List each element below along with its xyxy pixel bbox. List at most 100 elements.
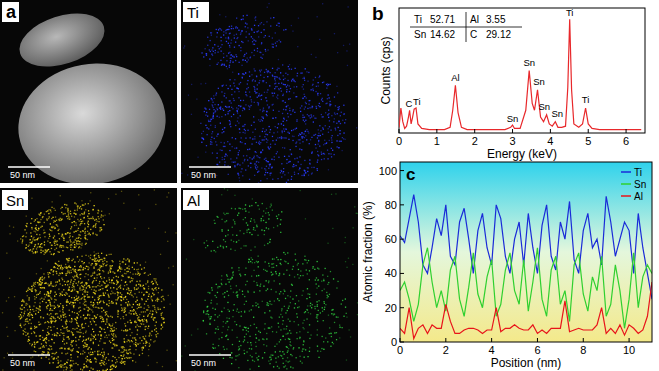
map-dot: [27, 290, 28, 291]
map-dot: [286, 137, 287, 138]
map-dot: [230, 55, 231, 56]
map-dot: [242, 77, 243, 78]
map-dot: [325, 112, 326, 113]
map-dot: [255, 166, 256, 167]
map-dot: [272, 93, 273, 94]
map-dot: [40, 335, 41, 336]
map-dot: [85, 235, 86, 236]
map-dot: [84, 299, 85, 300]
map-dot: [101, 360, 102, 361]
map-dot: [60, 218, 61, 219]
map-dot: [132, 310, 133, 311]
map-dot: [260, 23, 261, 24]
map-dot: [327, 158, 328, 159]
map-dot: [38, 322, 39, 323]
map-dot: [30, 309, 31, 310]
map-dot: [143, 348, 144, 349]
map-dot: [301, 133, 302, 134]
map-dot: [148, 288, 149, 289]
map-dot: [337, 92, 338, 93]
map-dot: [266, 111, 267, 112]
map-dot: [229, 65, 230, 66]
map-dot: [30, 249, 31, 250]
map-dot: [138, 269, 139, 270]
map-dot: [143, 343, 144, 344]
map-dot: [17, 240, 18, 241]
map-dot: [319, 106, 320, 107]
map-dot: [286, 106, 287, 107]
map-dot: [277, 69, 278, 70]
map-dot: [267, 72, 268, 73]
map-dot: [292, 110, 293, 111]
map-dot: [58, 356, 59, 357]
map-dot: [269, 126, 270, 127]
map-dot: [257, 51, 258, 52]
map-dot: [328, 153, 329, 154]
map-dot: [55, 320, 56, 321]
scale-bar: [8, 166, 50, 168]
map-dot: [64, 328, 65, 329]
map-dot: [243, 74, 244, 75]
map-dot: [339, 130, 340, 131]
map-dot: [302, 138, 303, 139]
map-dot: [120, 292, 121, 293]
map-dot: [242, 60, 243, 61]
map-dot: [60, 294, 61, 295]
map-dot: [251, 125, 252, 126]
map-dot: [307, 167, 308, 168]
map-dot: [215, 110, 216, 111]
map-dot: [92, 216, 93, 217]
map-dot: [276, 153, 277, 154]
map-dot: [309, 143, 310, 144]
map-dot: [104, 263, 105, 264]
map-dot: [218, 133, 219, 134]
map-dot: [154, 294, 155, 295]
map-dot: [318, 133, 319, 134]
map-dot: [62, 311, 63, 312]
map-dot: [127, 304, 128, 305]
map-dot: [50, 291, 51, 292]
map-dot: [73, 305, 74, 306]
map-dot: [229, 67, 230, 68]
map-dot: [83, 367, 84, 368]
map-dot: [99, 370, 100, 371]
map-dot: [83, 315, 84, 316]
map-dot: [233, 100, 234, 101]
map-dot: [87, 216, 88, 217]
map-dot: [226, 66, 227, 67]
map-dot: [115, 336, 116, 337]
map-dot: [318, 129, 319, 130]
map-dot: [217, 116, 218, 117]
map-dot: [95, 358, 96, 359]
map-dot: [85, 235, 86, 236]
map-dot: [241, 142, 242, 143]
map-dot: [322, 3, 323, 4]
map-dot: [290, 98, 291, 99]
map-dot: [102, 319, 103, 320]
map-dot: [130, 335, 131, 336]
map-dot: [130, 281, 131, 282]
map-dot: [33, 248, 34, 249]
map-dot: [242, 73, 243, 74]
map-dot: [109, 325, 110, 326]
map-dot: [57, 317, 58, 318]
map-dot: [141, 292, 142, 293]
map-dot: [210, 121, 211, 122]
map-dot: [342, 137, 343, 138]
map-dot: [268, 70, 269, 71]
map-dot: [234, 85, 235, 86]
map-dot: [313, 121, 314, 122]
map-dot: [56, 240, 57, 241]
map-dot: [88, 338, 89, 339]
map-dot: [289, 161, 290, 162]
map-dot: [262, 131, 263, 132]
map-dot: [93, 343, 94, 344]
map-dot: [257, 88, 258, 89]
map-dot: [112, 335, 113, 336]
map-dot: [258, 182, 259, 183]
map-dot: [2, 312, 3, 313]
map-dot: [317, 93, 318, 94]
map-dot: [184, 45, 185, 46]
map-dot: [249, 91, 250, 92]
map-dot: [295, 165, 296, 166]
